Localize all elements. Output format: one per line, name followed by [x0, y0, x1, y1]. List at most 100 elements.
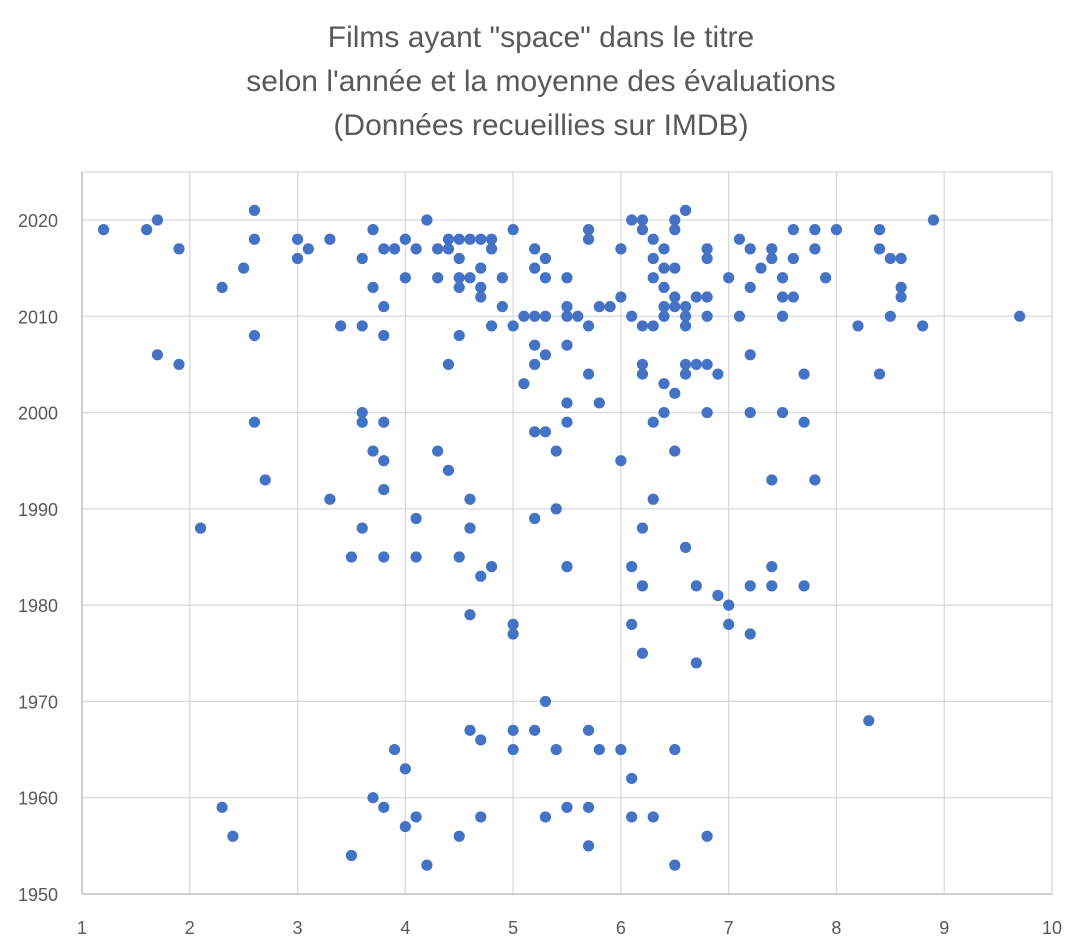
data-point: [529, 339, 541, 351]
data-point: [421, 859, 433, 871]
x-tick-label: 4: [400, 918, 410, 938]
data-point: [744, 406, 756, 419]
chart-title: Films ayant "space" dans le titre selon …: [0, 16, 1082, 148]
data-point: [626, 561, 638, 573]
data-point: [518, 310, 530, 322]
data-point: [367, 445, 379, 457]
x-tick-label: 6: [616, 918, 626, 938]
data-point: [507, 224, 519, 236]
data-point: [421, 214, 433, 226]
data-point: [766, 243, 778, 255]
data-point: [582, 224, 595, 236]
data-point: [787, 224, 799, 236]
data-point: [744, 281, 756, 293]
data-point: [529, 512, 541, 525]
data-point: [464, 233, 476, 245]
data-point: [744, 628, 756, 640]
y-tick-label: 1970: [18, 692, 58, 712]
data-points: [97, 204, 1026, 871]
data-point: [378, 484, 390, 496]
data-point: [453, 281, 465, 293]
data-point: [766, 561, 778, 573]
data-point: [690, 358, 702, 371]
data-point: [701, 252, 713, 265]
data-point: [291, 233, 304, 245]
data-point: [917, 320, 929, 332]
data-point: [442, 358, 455, 371]
data-point: [388, 743, 401, 756]
data-point: [432, 272, 444, 284]
data-point: [647, 811, 659, 823]
data-point: [464, 522, 476, 534]
data-point: [679, 204, 692, 216]
data-point: [669, 301, 681, 313]
data-point: [669, 387, 681, 399]
data-point: [723, 272, 735, 284]
data-point: [669, 224, 681, 236]
data-point: [442, 464, 455, 476]
data-point: [302, 243, 314, 255]
data-point: [453, 252, 465, 265]
data-point: [561, 272, 573, 284]
data-point: [453, 272, 465, 284]
data-point: [442, 243, 455, 255]
data-point: [485, 233, 498, 245]
data-point: [561, 339, 573, 351]
y-tick-label: 1990: [18, 500, 58, 520]
data-point: [475, 734, 487, 746]
data-point: [658, 243, 670, 255]
data-point: [356, 416, 368, 428]
data-point: [658, 310, 670, 322]
data-point: [378, 329, 390, 342]
data-point: [733, 310, 746, 322]
data-point: [151, 214, 164, 226]
data-point: [378, 416, 390, 428]
data-point: [755, 262, 767, 274]
data-point: [539, 310, 552, 322]
data-point: [884, 252, 896, 265]
data-point: [712, 368, 724, 380]
data-point: [378, 801, 390, 813]
data-point: [809, 474, 821, 486]
data-point: [626, 811, 638, 823]
data-point: [475, 281, 487, 293]
data-point: [496, 301, 508, 313]
data-point: [539, 272, 552, 284]
data-point: [539, 811, 552, 823]
data-point: [485, 561, 498, 573]
data-point: [539, 426, 552, 438]
data-point: [658, 301, 670, 313]
data-point: [798, 368, 810, 380]
data-point: [475, 233, 487, 245]
x-tick-label: 3: [293, 918, 303, 938]
data-point: [399, 272, 411, 284]
data-point: [453, 329, 465, 342]
x-tick-label: 9: [939, 918, 949, 938]
data-point: [582, 801, 595, 813]
data-point: [582, 320, 595, 332]
data-point: [615, 243, 627, 255]
data-point: [669, 291, 681, 303]
data-point: [464, 724, 476, 736]
data-point: [798, 416, 810, 428]
data-point: [475, 570, 487, 582]
data-point: [744, 349, 756, 361]
data-point: [658, 406, 670, 419]
data-point: [335, 320, 347, 332]
data-point: [388, 243, 401, 255]
data-point: [647, 416, 659, 428]
data-point: [690, 291, 702, 303]
data-point: [378, 301, 390, 313]
data-point: [744, 243, 756, 255]
data-point: [453, 551, 465, 563]
data-point: [679, 541, 692, 553]
data-point: [895, 291, 907, 303]
data-point: [410, 811, 422, 823]
data-point: [636, 224, 649, 236]
data-point: [679, 368, 692, 380]
data-point: [248, 204, 261, 216]
data-point: [636, 647, 649, 659]
data-point: [550, 445, 562, 457]
data-point: [464, 272, 476, 284]
data-point: [723, 618, 735, 631]
